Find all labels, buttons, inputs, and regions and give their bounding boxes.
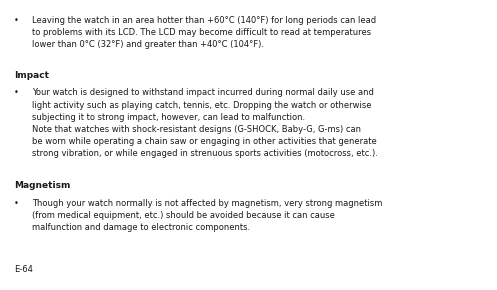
Text: Magnetism: Magnetism	[14, 181, 70, 190]
Text: E-64: E-64	[14, 265, 33, 274]
Text: Your watch is designed to withstand impact incurred during normal daily use and
: Your watch is designed to withstand impa…	[32, 88, 378, 158]
Text: •: •	[14, 16, 19, 25]
Text: Leaving the watch in an area hotter than +60°C (140°F) for long periods can lead: Leaving the watch in an area hotter than…	[32, 16, 376, 49]
Text: Impact: Impact	[14, 71, 49, 80]
Text: Though your watch normally is not affected by magnetism, very strong magnetism
(: Though your watch normally is not affect…	[32, 199, 383, 232]
Text: •: •	[14, 88, 19, 97]
Text: •: •	[14, 199, 19, 208]
